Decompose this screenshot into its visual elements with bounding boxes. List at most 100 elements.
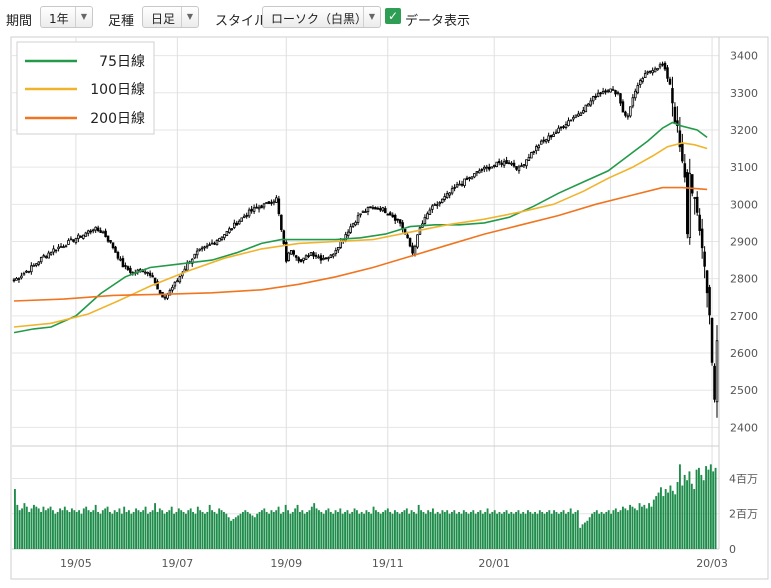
volume-bar bbox=[149, 511, 152, 549]
volume-bar bbox=[284, 504, 287, 549]
volume-bar bbox=[166, 511, 168, 549]
style-select[interactable]: ローソク（白黒） ▼ bbox=[262, 6, 381, 28]
chevron-down-icon: ▼ bbox=[181, 7, 198, 27]
volume-bar bbox=[517, 510, 520, 549]
candle-body bbox=[465, 177, 469, 180]
volume-bar bbox=[120, 513, 123, 549]
candle-body bbox=[151, 275, 154, 278]
volume-bar bbox=[306, 511, 308, 549]
volume-bar bbox=[346, 510, 349, 549]
volume-bar bbox=[662, 496, 665, 549]
x-tick-label: 19/11 bbox=[372, 557, 404, 570]
volume-bar bbox=[87, 510, 90, 549]
candle-body bbox=[582, 110, 585, 114]
volume-bar bbox=[263, 508, 266, 549]
volume-bar bbox=[432, 508, 434, 549]
volume-bar bbox=[239, 513, 242, 549]
candle-body bbox=[376, 207, 380, 210]
candle-body bbox=[225, 230, 229, 236]
volume-bar bbox=[339, 508, 342, 549]
x-tick-label: 20/03 bbox=[696, 557, 728, 570]
volume-bar bbox=[664, 489, 667, 549]
volume-bar bbox=[227, 517, 230, 549]
candle-body bbox=[621, 101, 625, 113]
volume-bar bbox=[417, 504, 420, 549]
candle-body bbox=[59, 245, 63, 248]
candle-body bbox=[473, 173, 476, 178]
candle-body bbox=[386, 213, 390, 216]
price-tick-label: 2500 bbox=[730, 384, 758, 397]
volume-bar bbox=[626, 510, 629, 549]
candle-body bbox=[690, 174, 694, 194]
candle-body bbox=[530, 152, 533, 159]
candle-body bbox=[240, 217, 243, 222]
candle-body bbox=[490, 166, 494, 169]
volume-bar bbox=[192, 511, 194, 549]
volume-bar bbox=[90, 511, 92, 549]
candle-body bbox=[218, 238, 221, 242]
interval-select[interactable]: 日足 ▼ bbox=[142, 6, 199, 28]
volume-bar bbox=[109, 511, 111, 549]
volume-tick-label: 2百万 bbox=[729, 508, 758, 521]
candle-body bbox=[686, 172, 689, 235]
candle-body bbox=[121, 258, 125, 268]
volume-bar bbox=[168, 510, 171, 549]
price-tick-label: 3400 bbox=[730, 50, 758, 63]
candle-body bbox=[552, 133, 555, 137]
volume-bar bbox=[607, 510, 610, 549]
volume-bar bbox=[75, 511, 78, 549]
candle-body bbox=[485, 166, 489, 169]
candle-body bbox=[542, 139, 545, 142]
candle-body bbox=[406, 234, 409, 239]
volume-bar bbox=[489, 513, 491, 549]
candle-body bbox=[62, 246, 65, 249]
candle-body bbox=[148, 272, 152, 276]
candle-body bbox=[671, 88, 674, 104]
candle-body bbox=[463, 178, 466, 187]
ma200-line bbox=[13, 186, 708, 302]
period-select[interactable]: 1年 ▼ bbox=[40, 6, 93, 28]
candle-body bbox=[215, 240, 219, 246]
volume-bar bbox=[296, 504, 299, 549]
candle-body bbox=[710, 317, 714, 363]
volume-bar bbox=[686, 480, 688, 549]
volume-bar bbox=[572, 513, 574, 549]
volume-bar bbox=[272, 511, 275, 549]
data-display-checkbox[interactable]: ✓ bbox=[385, 8, 401, 24]
candle-body bbox=[126, 266, 130, 270]
candle-body bbox=[22, 272, 26, 276]
volume-bar bbox=[253, 517, 256, 549]
candle-body bbox=[314, 254, 318, 257]
candle-body bbox=[198, 248, 201, 251]
candle-body bbox=[267, 201, 271, 204]
volume-bar bbox=[512, 513, 515, 549]
volume-bar bbox=[386, 508, 389, 549]
candle-body bbox=[337, 247, 340, 251]
candle-body bbox=[411, 245, 414, 254]
candle-body bbox=[277, 198, 281, 215]
candle-body bbox=[681, 143, 684, 162]
candle-body bbox=[356, 215, 360, 223]
volume-bar bbox=[234, 517, 237, 549]
candle-body bbox=[171, 286, 174, 291]
volume-bar bbox=[175, 511, 178, 549]
candle-body bbox=[15, 278, 18, 281]
candle-body bbox=[332, 253, 335, 257]
volume-bar bbox=[660, 487, 662, 549]
volume-bar bbox=[14, 489, 16, 549]
volume-bar bbox=[510, 511, 513, 549]
volume-bar bbox=[462, 510, 465, 549]
volume-bar bbox=[565, 513, 567, 549]
volume-bar bbox=[211, 510, 213, 549]
price-tick-label: 3300 bbox=[730, 87, 758, 100]
candle-body bbox=[445, 193, 449, 199]
price-tick-label: 2400 bbox=[730, 421, 758, 434]
volume-bar bbox=[44, 510, 47, 549]
volume-bar bbox=[439, 513, 441, 549]
volume-bar bbox=[49, 506, 52, 549]
candle-body bbox=[247, 209, 251, 217]
volume-bar bbox=[455, 513, 458, 549]
candle-body bbox=[104, 230, 107, 238]
candle-body bbox=[200, 247, 204, 250]
volume-bar bbox=[194, 513, 197, 549]
